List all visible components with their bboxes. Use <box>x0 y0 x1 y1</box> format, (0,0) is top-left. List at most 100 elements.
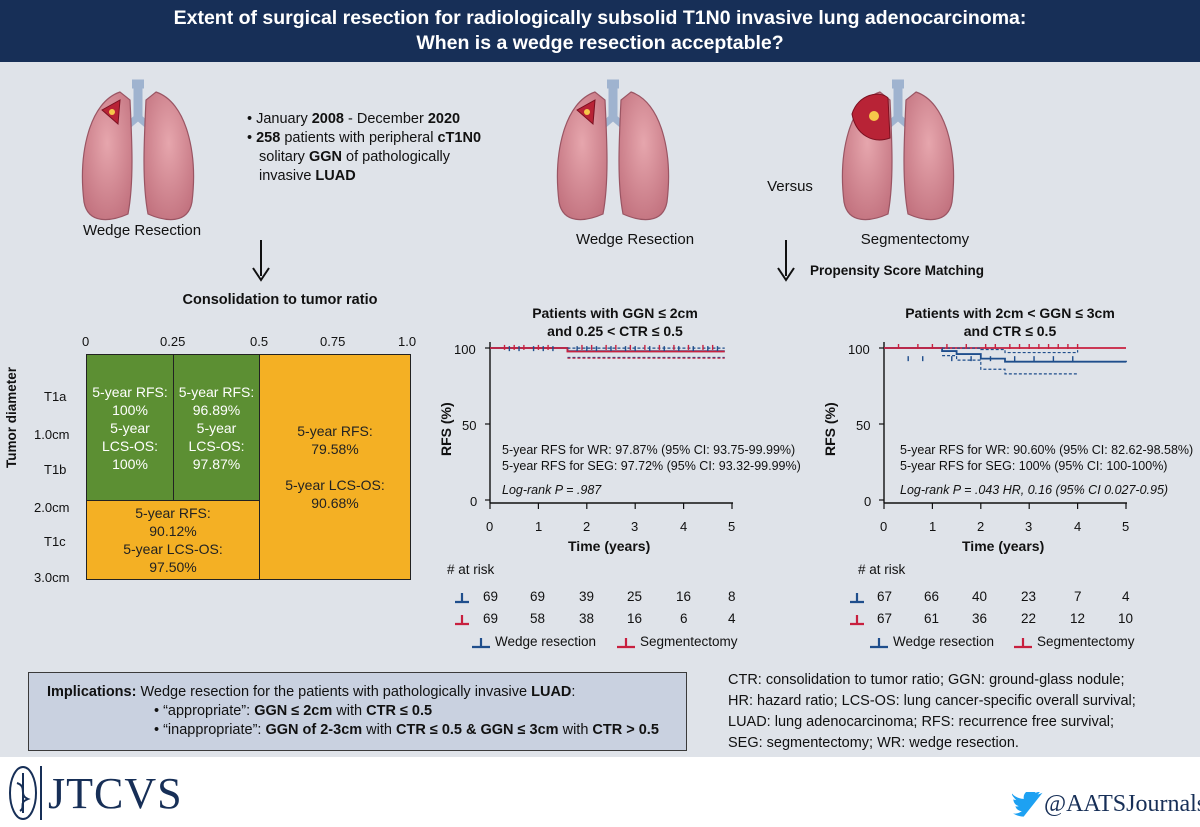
km1-logrank: Log-rank P = .987 <box>502 483 602 497</box>
ylab-1cm: 1.0cm <box>34 427 70 442</box>
km1-at-risk-label: # at risk <box>447 562 495 577</box>
km2-ytick-50: 50 <box>856 418 871 433</box>
cohort-bullets: • January 2008 - December 2020 • 258 pat… <box>247 111 482 184</box>
ctr-tick-1: 1.0 <box>398 334 417 349</box>
km1-risk-seg-3: 16 <box>627 611 643 626</box>
km2-risk-wr-2: 40 <box>972 589 988 604</box>
aats-seal-icon <box>9 766 37 820</box>
title-line-2: When is a wedge resection acceptable? <box>416 32 784 54</box>
km2-curve-wr <box>884 347 1127 363</box>
ctr-tick-025: 0.25 <box>160 334 186 349</box>
ylab-t1c: T1c <box>44 534 66 549</box>
km1-xlabel: Time (years) <box>568 538 651 554</box>
lung-label-wedge-right: Wedge Resection <box>575 231 695 248</box>
km2-ylabel: RFS (%) <box>822 402 838 456</box>
km2-risk-seg-3: 22 <box>1021 611 1037 626</box>
km1-legend-seg-marker <box>617 638 635 649</box>
abbreviations: CTR: consolidation to tumor ratio; GGN: … <box>728 672 1136 751</box>
cell-ctr0-025-t1ab: 5-year RFS: 100% 5-year LCS-OS: 100% <box>86 354 174 501</box>
km2-logrank: Log-rank P = .043 HR, 0.16 (95% CI 0.027… <box>900 483 1169 497</box>
km1-ytick-100: 100 <box>454 342 476 357</box>
km2-plot <box>879 342 1127 509</box>
km1-risk-wr-0: 69 <box>483 589 499 604</box>
ylab-t1b: T1b <box>44 462 67 477</box>
km2-stat-seg: 5-year RFS for SEG: 100% (95% CI: 100-10… <box>900 459 1168 473</box>
footer <box>0 757 1200 827</box>
versus-label: Versus <box>767 178 813 195</box>
km1-risk-wr-1: 69 <box>530 589 546 604</box>
ylab-t1a: T1a <box>44 389 67 404</box>
km1-risk-wr-4: 16 <box>676 589 692 604</box>
km2-ytick-100: 100 <box>848 342 870 357</box>
km1-legend-wr: Wedge resection <box>495 634 597 649</box>
down-arrow-right <box>777 240 795 282</box>
header-banner: Extent of surgical resection for radiolo… <box>0 0 1200 62</box>
title-line-1: Extent of surgical resection for radiolo… <box>173 7 1027 29</box>
km2-risk-seg-4: 12 <box>1070 611 1086 626</box>
km2-ci-wr-lower <box>942 355 1079 375</box>
lung-segmentectomy <box>843 84 954 220</box>
km1-xtick-1: 1 <box>535 519 543 534</box>
km2-legend-wr-marker <box>870 638 888 649</box>
km1-risk-seg-1: 58 <box>530 611 546 626</box>
journal-logo: JTCVS <box>48 769 183 818</box>
km2-at-risk-label: # at risk <box>858 562 906 577</box>
km2-risk-wr-5: 4 <box>1122 589 1130 604</box>
km2-legend-wr: Wedge resection <box>893 634 995 649</box>
km1-risk-wr-2: 39 <box>579 589 595 604</box>
km1-stat-wr: 5-year RFS for WR: 97.87% (95% CI: 93.75… <box>502 443 796 457</box>
km2-risk-seg-2: 36 <box>972 611 988 626</box>
km1-stat-seg: 5-year RFS for SEG: 97.72% (95% CI: 93.3… <box>502 459 801 473</box>
km2-xtick-0: 0 <box>880 519 888 534</box>
km1-plot <box>485 342 733 509</box>
km2-risk-seg-5: 10 <box>1118 611 1134 626</box>
km1-risk-seg-4: 6 <box>680 611 688 626</box>
km2-risk-seg-marker <box>850 615 864 626</box>
km1-ytick-0: 0 <box>470 494 478 509</box>
implications-box: Implications: Wedge resection for the pa… <box>28 672 687 751</box>
cell-ctr-gt05: 5-year RFS: 79.58% 5-year LCS-OS: 90.68% <box>259 354 411 580</box>
lung-wedge-right <box>558 84 669 220</box>
km1-xtick-2: 2 <box>583 519 591 534</box>
lung-label-wedge-left: Wedge Resection <box>82 222 202 239</box>
twitter-handle: @AATSJournals <box>1044 791 1200 817</box>
footer-divider <box>40 766 42 820</box>
km2-risk-wr-3: 23 <box>1021 589 1037 604</box>
km2-xlabel: Time (years) <box>962 538 1045 554</box>
psm-label: Propensity Score Matching <box>810 263 985 278</box>
km2-xtick-4: 4 <box>1074 519 1082 534</box>
km2-ytick-0: 0 <box>864 494 872 509</box>
km1-ytick-50: 50 <box>462 418 477 433</box>
km1-legend-seg: Segmentectomy <box>640 634 738 649</box>
km1-xtick-5: 5 <box>728 519 736 534</box>
km1-risk-wr-marker <box>455 593 469 604</box>
cell-ctr025-05-t1ab: 5-year RFS: 96.89% 5-year LCS-OS: 97.87% <box>173 354 260 501</box>
km2-stat-wr: 5-year RFS for WR: 90.60% (95% CI: 82.62… <box>900 443 1194 457</box>
lung-label-segmentectomy: Segmentectomy <box>860 231 970 248</box>
km1-risk-seg-marker <box>455 615 469 626</box>
km1-risk-wr-3: 25 <box>627 589 643 604</box>
ylab-3cm: 3.0cm <box>34 570 70 585</box>
km2-risk-wr-4: 7 <box>1074 589 1082 604</box>
lung-illustrations <box>0 62 1200 262</box>
km1-title: Patients with GGN ≤ 2cm and 0.25 < CTR ≤ … <box>532 305 698 339</box>
km2-legend-seg: Segmentectomy <box>1037 634 1135 649</box>
km1-ylabel: RFS (%) <box>438 402 454 456</box>
km2-xtick-5: 5 <box>1122 519 1130 534</box>
ylab-2cm: 2.0cm <box>34 500 70 515</box>
km2-risk-wr-0: 67 <box>877 589 893 604</box>
km1-xtick-3: 3 <box>631 519 639 534</box>
km2-title: Patients with 2cm < GGN ≤ 3cm and CTR ≤ 0… <box>905 305 1115 339</box>
y-axis-label: Tumor diameter <box>4 366 19 468</box>
km1-risk-wr-5: 8 <box>728 589 736 604</box>
km2-risk-seg-0: 67 <box>877 611 893 626</box>
km1-xtick-4: 4 <box>680 519 688 534</box>
km1-xtick-0: 0 <box>486 519 494 534</box>
km2-risk-seg-1: 61 <box>924 611 940 626</box>
ctr-title: Consolidation to tumor ratio <box>182 292 378 308</box>
lung-wedge-left <box>83 84 194 220</box>
km2-xtick-2: 2 <box>977 519 985 534</box>
km2-xtick-1: 1 <box>929 519 937 534</box>
km1-risk-seg-0: 69 <box>483 611 499 626</box>
km2-legend-seg-marker <box>1014 638 1032 649</box>
